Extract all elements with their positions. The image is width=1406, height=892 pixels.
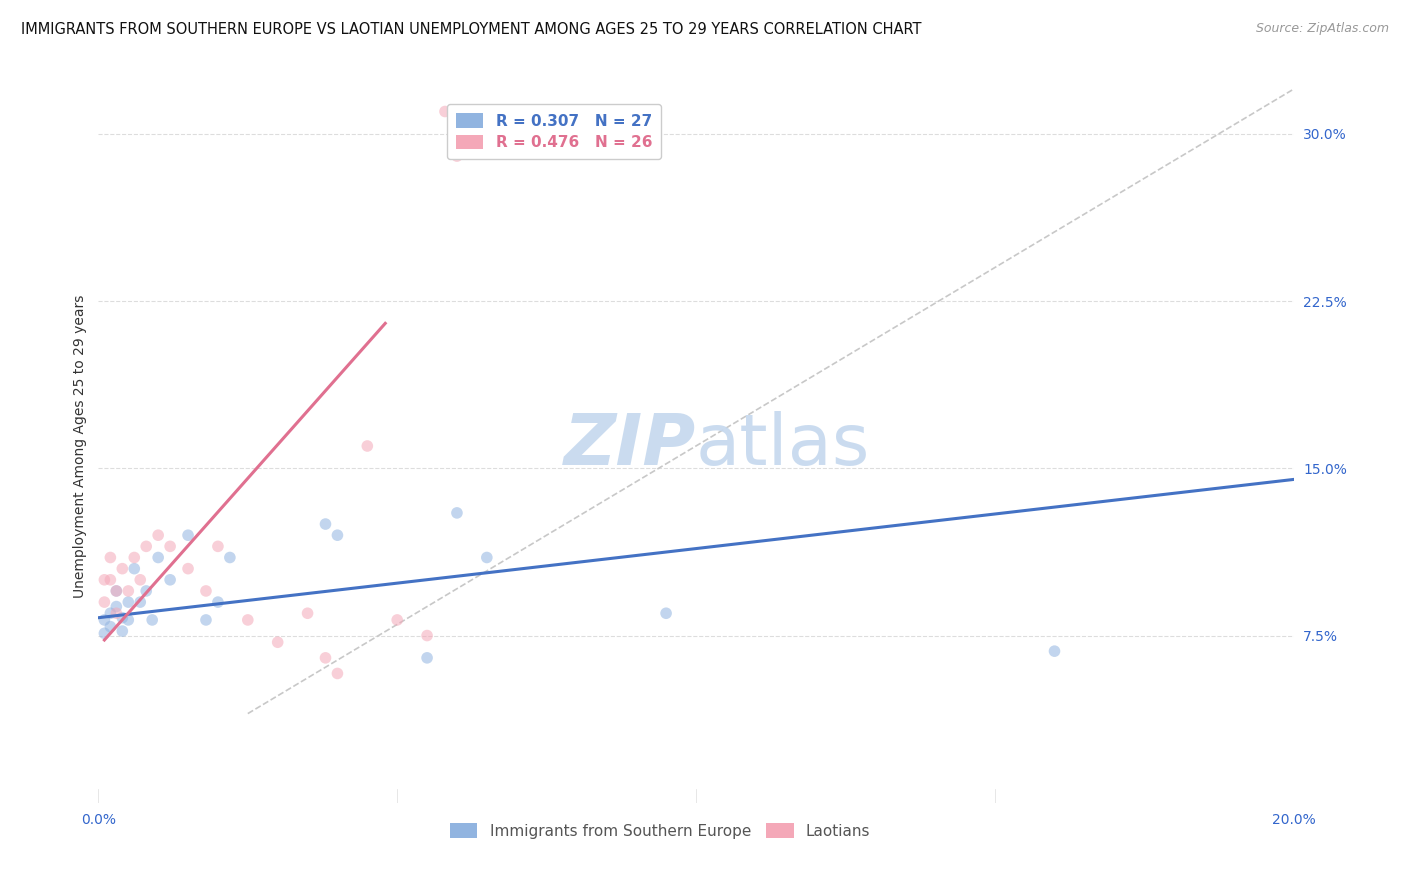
Text: ZIP: ZIP: [564, 411, 696, 481]
Point: [124, 550, 146, 565]
Point: [159, 539, 181, 553]
Point: [105, 583, 128, 598]
Point: [416, 628, 439, 642]
Point: [207, 595, 229, 609]
Point: [117, 613, 139, 627]
Point: [111, 624, 134, 639]
Point: [177, 562, 200, 576]
Point: [129, 573, 152, 587]
Point: [385, 613, 409, 627]
Point: [98, 550, 122, 565]
Point: [159, 573, 181, 587]
Point: [93, 613, 115, 627]
Point: [195, 613, 218, 627]
Y-axis label: Unemployment Among Ages 25 to 29 years: Unemployment Among Ages 25 to 29 years: [73, 294, 87, 598]
Point: [475, 550, 498, 565]
Point: [98, 619, 122, 633]
Point: [195, 583, 218, 598]
Point: [315, 651, 337, 665]
Point: [655, 607, 678, 621]
Point: [111, 610, 134, 624]
Point: [117, 583, 139, 598]
Point: [141, 613, 163, 627]
Point: [267, 635, 290, 649]
Point: [135, 583, 157, 598]
Point: [129, 595, 152, 609]
Point: [207, 539, 229, 553]
Legend: Immigrants from Southern Europe, Laotians: Immigrants from Southern Europe, Laotian…: [444, 817, 876, 845]
Point: [297, 607, 319, 621]
Point: [219, 550, 242, 565]
Point: [124, 562, 146, 576]
Point: [93, 573, 115, 587]
Point: [98, 573, 122, 587]
Text: atlas: atlas: [696, 411, 870, 481]
Point: [416, 651, 439, 665]
Point: [105, 599, 128, 614]
Point: [177, 528, 200, 542]
Point: [236, 613, 259, 627]
Point: [315, 516, 337, 531]
Point: [148, 550, 170, 565]
Point: [105, 607, 128, 621]
Point: [326, 528, 349, 542]
Point: [356, 439, 378, 453]
Point: [93, 595, 115, 609]
Point: [148, 528, 170, 542]
Point: [93, 626, 115, 640]
Point: [105, 583, 128, 598]
Point: [135, 539, 157, 553]
Point: [446, 149, 468, 163]
Point: [111, 562, 134, 576]
Text: IMMIGRANTS FROM SOUTHERN EUROPE VS LAOTIAN UNEMPLOYMENT AMONG AGES 25 TO 29 YEAR: IMMIGRANTS FROM SOUTHERN EUROPE VS LAOTI…: [21, 22, 921, 37]
Text: Source: ZipAtlas.com: Source: ZipAtlas.com: [1256, 22, 1389, 36]
Point: [1043, 644, 1066, 658]
Point: [98, 607, 122, 621]
Point: [326, 666, 349, 681]
Point: [434, 104, 457, 119]
Point: [117, 595, 139, 609]
Point: [446, 506, 468, 520]
